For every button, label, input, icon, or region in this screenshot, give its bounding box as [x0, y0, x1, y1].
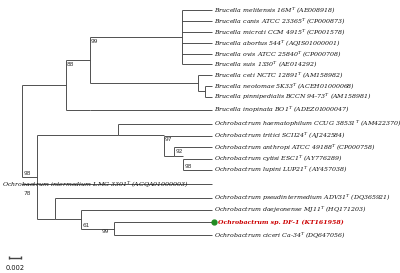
Text: Ochrobactrum haematophilum CCUG 38531$^\mathregular{T}$ (AM422370): Ochrobactrum haematophilum CCUG 38531$^\…	[214, 119, 400, 129]
Text: Ochrobactrum cytisi ESC1$^\mathregular{T}$ (AY776289): Ochrobactrum cytisi ESC1$^\mathregular{T…	[214, 154, 343, 164]
Text: 98: 98	[184, 164, 192, 168]
Text: 78: 78	[23, 191, 31, 196]
Text: 99: 99	[91, 39, 98, 44]
Text: 99: 99	[101, 229, 109, 234]
Text: Brucella ovis ATCC 25840$^\mathregular{T}$ (CP000708): Brucella ovis ATCC 25840$^\mathregular{T…	[214, 49, 342, 58]
Text: 88: 88	[67, 62, 74, 67]
Text: Ochrobactrum anthropi ATCC 49188$^\mathregular{T}$ (CP000758): Ochrobactrum anthropi ATCC 49188$^\mathr…	[214, 143, 376, 153]
Text: Ochrobactrum pseudintermedium ADV31$^\mathregular{T}$ (DQ365921): Ochrobactrum pseudintermedium ADV31$^\ma…	[214, 193, 391, 203]
Text: Brucella canis ATCC 23365$^\mathregular{T}$ (CP000873): Brucella canis ATCC 23365$^\mathregular{…	[214, 16, 346, 26]
Text: Ochrobactrum daejeonense MJ11$^\mathregular{T}$ (HQ171203): Ochrobactrum daejeonense MJ11$^\mathregu…	[214, 205, 367, 215]
Text: Brucella suis 1330$^\mathregular{T}$ (AE014292): Brucella suis 1330$^\mathregular{T}$ (AE…	[214, 60, 318, 69]
Text: 61: 61	[82, 223, 90, 228]
Text: 97: 97	[165, 138, 172, 143]
Text: Brucella microti CCM 4915$^\mathregular{T}$ (CP001578): Brucella microti CCM 4915$^\mathregular{…	[214, 27, 346, 37]
Text: Brucella melitensis 16M$^\mathregular{T}$ (AE008918): Brucella melitensis 16M$^\mathregular{T}…	[214, 5, 336, 15]
Text: 0.002: 0.002	[6, 265, 25, 271]
Text: Brucella ceti NCTC 12891$^\mathregular{T}$ (AM158982): Brucella ceti NCTC 12891$^\mathregular{T…	[214, 70, 344, 80]
Text: Ochrobactrum intermedium LMG 3301$^\mathregular{T}$ (ACQA01000003): Ochrobactrum intermedium LMG 3301$^\math…	[2, 179, 189, 189]
Text: Brucella neotomae 5K33$^\mathregular{T}$ (ACEH01000068): Brucella neotomae 5K33$^\mathregular{T}$…	[214, 81, 355, 91]
Text: Ochrobactrum tritici SCII24$^\mathregular{T}$ (AJ242584): Ochrobactrum tritici SCII24$^\mathregula…	[214, 131, 346, 141]
Text: Brucella inopinata BO1$^\mathregular{T}$ (ADEZ01000047): Brucella inopinata BO1$^\mathregular{T}$…	[214, 105, 350, 115]
Text: Brucella pinnipedialis BCCN 94-73$^\mathregular{T}$ (AM158981): Brucella pinnipedialis BCCN 94-73$^\math…	[214, 92, 372, 102]
Text: 98: 98	[23, 171, 31, 176]
Text: Ochrobactrum ciceri Ca-34$^\mathregular{T}$ (DQ647056): Ochrobactrum ciceri Ca-34$^\mathregular{…	[214, 230, 346, 240]
Text: 92: 92	[175, 149, 183, 154]
Text: Ochrobactrum lupini LUP21$^\mathregular{T}$ (AY457038): Ochrobactrum lupini LUP21$^\mathregular{…	[214, 165, 348, 175]
Text: Brucella abortus 544$^\mathregular{T}$ (AQIS01000001): Brucella abortus 544$^\mathregular{T}$ (…	[214, 38, 341, 48]
Text: Ochrobactrum sp. DF-1 (KT161958): Ochrobactrum sp. DF-1 (KT161958)	[218, 220, 344, 225]
